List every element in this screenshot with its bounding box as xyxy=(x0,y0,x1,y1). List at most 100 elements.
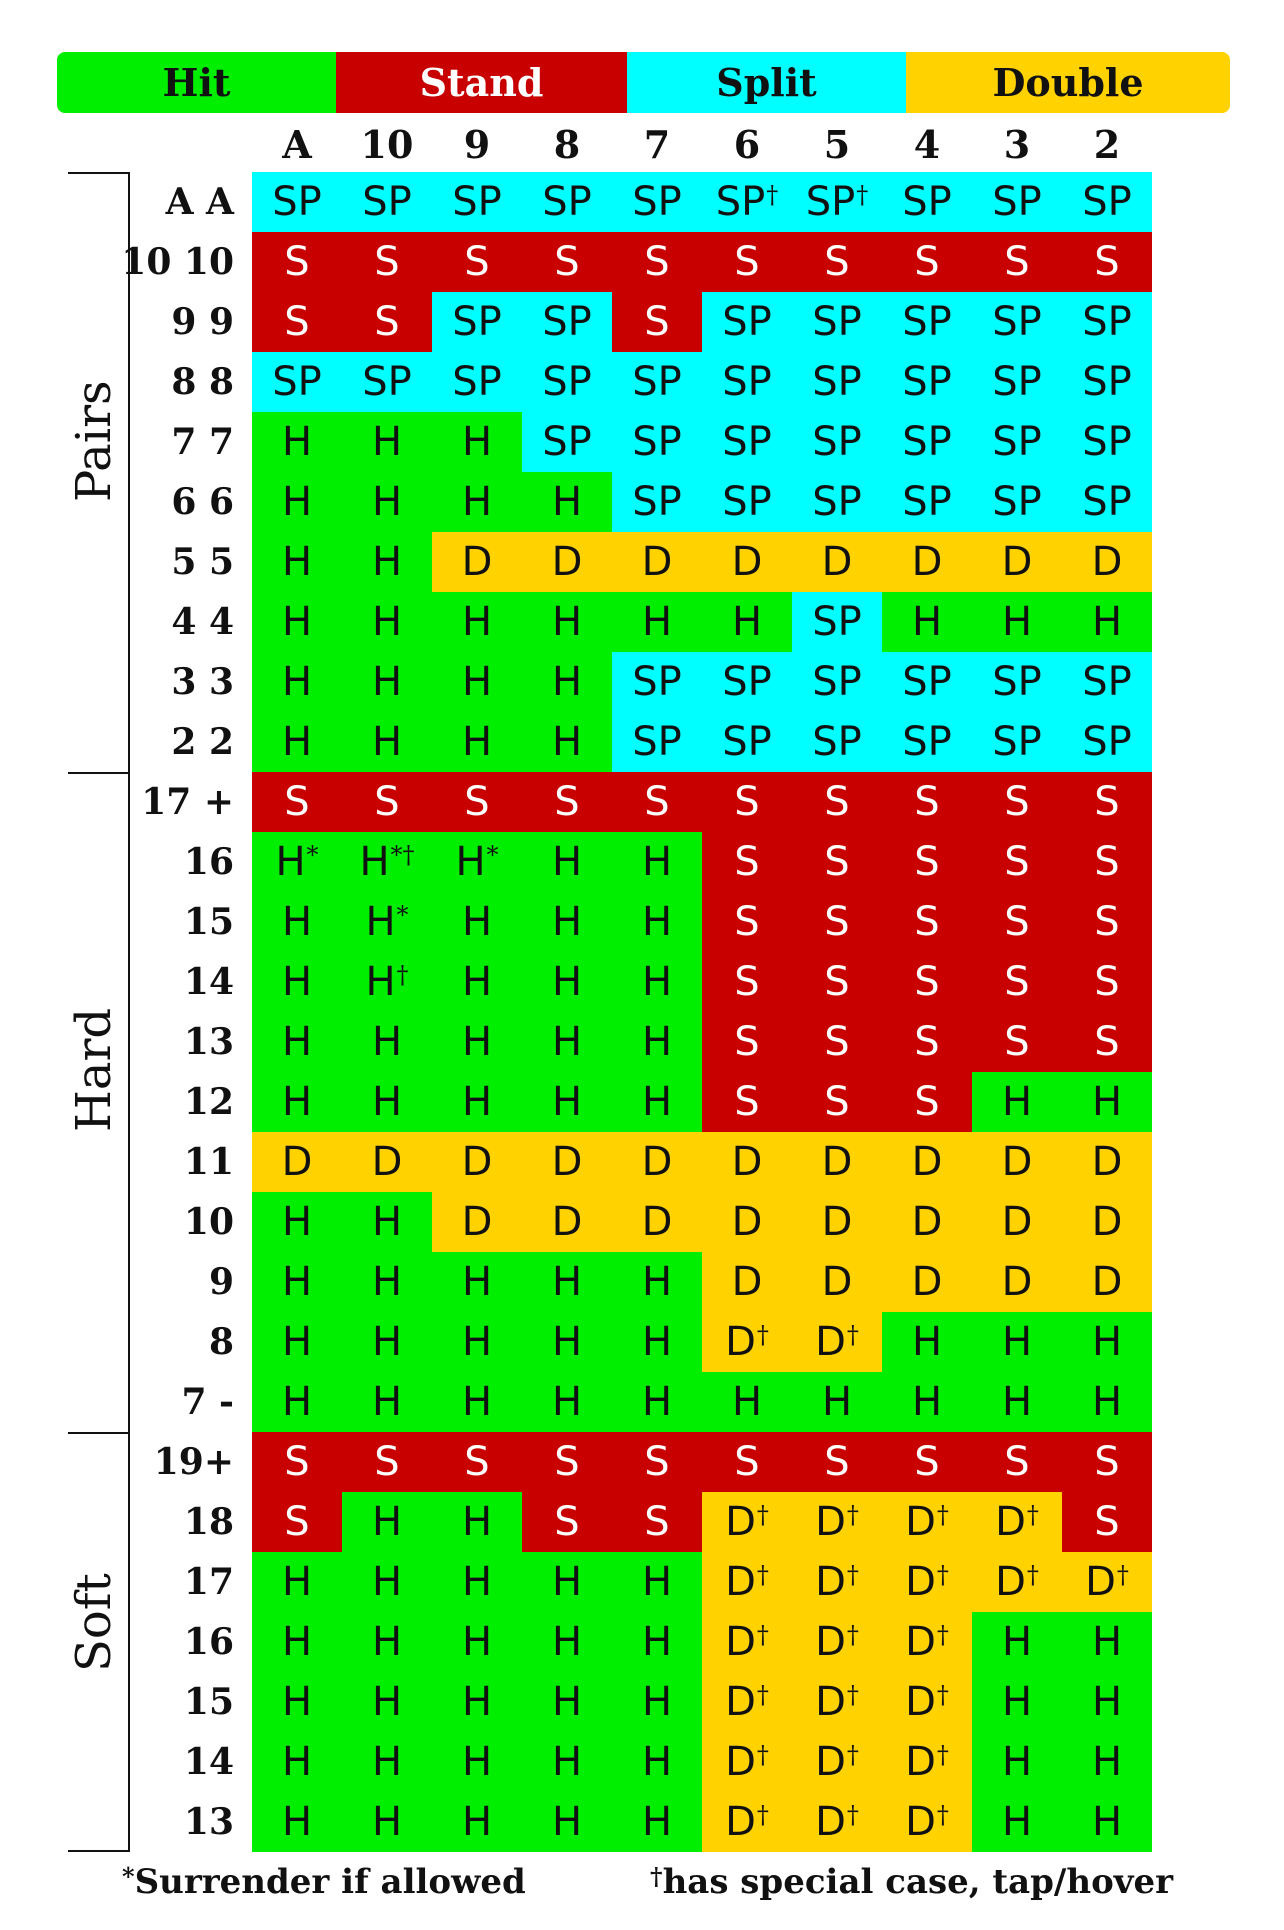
strategy-cell[interactable]: D † xyxy=(882,1492,972,1552)
strategy-cell[interactable]: D † xyxy=(792,1492,882,1552)
strategy-cell[interactable]: D † xyxy=(972,1492,1062,1552)
strategy-cell[interactable]: D † xyxy=(702,1732,792,1792)
strategy-cell[interactable]: D † xyxy=(882,1792,972,1852)
strategy-cell[interactable]: H *† xyxy=(342,832,432,892)
strategy-cell: H xyxy=(342,1552,432,1612)
strategy-cell[interactable]: D † xyxy=(972,1552,1062,1612)
strategy-cell: SP xyxy=(792,412,882,472)
footnote-mark: † xyxy=(846,1501,859,1529)
strategy-cell: SP xyxy=(252,352,342,412)
strategy-cell[interactable]: D † xyxy=(702,1492,792,1552)
footnote-mark: * xyxy=(306,841,319,869)
strategy-cell: D xyxy=(432,1192,522,1252)
strategy-cell: D xyxy=(972,1192,1062,1252)
strategy-cell: SP xyxy=(522,412,612,472)
strategy-cell: D xyxy=(972,1252,1062,1312)
strategy-cell: S xyxy=(792,1012,882,1072)
player-hand-label: 4 4 xyxy=(171,601,234,643)
strategy-cell: H xyxy=(252,472,342,532)
strategy-cell: H * xyxy=(252,832,342,892)
section-bracket xyxy=(68,172,130,772)
strategy-cell: H xyxy=(612,1072,702,1132)
player-hand-label: 5 5 xyxy=(171,541,234,583)
strategy-cell: H xyxy=(612,952,702,1012)
player-hand-label: 13 xyxy=(183,1021,234,1063)
strategy-cell: SP xyxy=(612,172,702,232)
strategy-cell: S xyxy=(1062,1012,1152,1072)
section-hard: Hard xyxy=(66,772,130,1432)
footnote-mark: † xyxy=(756,1561,769,1589)
player-hand-label: 9 xyxy=(208,1261,234,1303)
strategy-cell: S xyxy=(612,1432,702,1492)
strategy-cell: H xyxy=(1062,1732,1152,1792)
strategy-cell: D xyxy=(612,1132,702,1192)
strategy-cell: S xyxy=(882,832,972,892)
strategy-cell: SP xyxy=(972,292,1062,352)
strategy-cell[interactable]: D † xyxy=(702,1312,792,1372)
player-hand-label: 6 6 xyxy=(171,481,234,523)
strategy-cell: S xyxy=(1062,1432,1152,1492)
strategy-cell[interactable]: D † xyxy=(792,1552,882,1612)
dealer-card-5: 5 xyxy=(823,121,851,167)
strategy-cell: S xyxy=(882,1012,972,1072)
player-hand-label: 14 xyxy=(183,961,234,1003)
strategy-cell: H xyxy=(882,592,972,652)
footnote-mark: † xyxy=(756,1321,769,1349)
strategy-cell[interactable]: D † xyxy=(702,1792,792,1852)
strategy-cell: H xyxy=(522,1732,612,1792)
strategy-cell[interactable]: D † xyxy=(882,1612,972,1672)
strategy-cell: H xyxy=(252,1672,342,1732)
strategy-cell: SP xyxy=(612,472,702,532)
strategy-grid: SP SP SP SP SP SP † SP † SP SP SP S S S S S S S S S S S S SP SP S S… xyxy=(252,172,1152,1852)
strategy-cell: D xyxy=(342,1132,432,1192)
player-hand-label: 14 xyxy=(183,1741,234,1783)
strategy-cell[interactable]: D † xyxy=(882,1672,972,1732)
strategy-cell: S xyxy=(252,1432,342,1492)
strategy-cell: S xyxy=(1062,892,1152,952)
strategy-cell[interactable]: D † xyxy=(702,1552,792,1612)
strategy-cell[interactable]: D † xyxy=(792,1672,882,1732)
dealer-card-4: 4 xyxy=(913,121,941,167)
strategy-cell: S xyxy=(612,292,702,352)
strategy-cell: H xyxy=(522,472,612,532)
strategy-cell: D xyxy=(792,532,882,592)
strategy-cell[interactable]: D † xyxy=(1062,1552,1152,1612)
strategy-cell[interactable]: SP † xyxy=(792,172,882,232)
player-hand-label: 17 xyxy=(183,1561,234,1603)
strategy-cell: D xyxy=(702,532,792,592)
strategy-cell: H xyxy=(1062,1612,1152,1672)
footnote-mark: † xyxy=(936,1561,949,1589)
strategy-cell: H xyxy=(522,1552,612,1612)
dealer-card-10: 10 xyxy=(360,121,414,167)
strategy-cell: H xyxy=(342,1072,432,1132)
footnote-mark: † xyxy=(846,1741,859,1769)
strategy-cell: S xyxy=(702,772,792,832)
strategy-cell: D xyxy=(522,532,612,592)
strategy-cell: S xyxy=(522,232,612,292)
strategy-cell[interactable]: D † xyxy=(792,1792,882,1852)
player-hand-label: A A xyxy=(165,181,234,223)
strategy-cell[interactable]: D † xyxy=(792,1732,882,1792)
footnote-mark: † xyxy=(846,1321,859,1349)
strategy-cell: SP xyxy=(1062,292,1152,352)
strategy-cell[interactable]: D † xyxy=(882,1732,972,1792)
strategy-cell[interactable]: D † xyxy=(792,1312,882,1372)
strategy-cell[interactable]: D † xyxy=(702,1612,792,1672)
strategy-cell[interactable]: D † xyxy=(702,1672,792,1732)
strategy-cell: S xyxy=(882,892,972,952)
strategy-cell: S xyxy=(702,1072,792,1132)
strategy-cell: S xyxy=(1062,1492,1152,1552)
strategy-cell[interactable]: D † xyxy=(882,1552,972,1612)
legend-bar: Hit Stand Split Double xyxy=(57,52,1230,113)
strategy-cell: H xyxy=(252,1732,342,1792)
strategy-cell: H xyxy=(522,592,612,652)
strategy-cell[interactable]: H † xyxy=(342,952,432,1012)
strategy-cell: H xyxy=(522,1012,612,1072)
dealer-card-8: 8 xyxy=(553,121,581,167)
surrender-text: Surrender if allowed xyxy=(134,1862,526,1902)
strategy-cell[interactable]: SP † xyxy=(702,172,792,232)
strategy-cell[interactable]: D † xyxy=(792,1612,882,1672)
strategy-cell: H xyxy=(972,1612,1062,1672)
strategy-cell: S xyxy=(252,1492,342,1552)
strategy-cell: H xyxy=(342,1492,432,1552)
